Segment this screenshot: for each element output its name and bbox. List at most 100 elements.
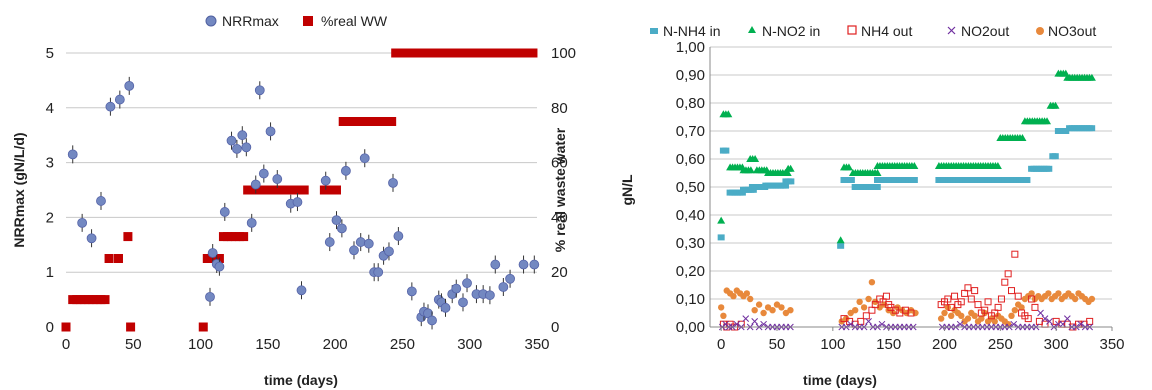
legend-label-real-ww: %real WW xyxy=(321,13,388,29)
legend-marker-real-ww xyxy=(303,16,313,26)
nh4-out-point xyxy=(971,287,979,295)
no2out-point xyxy=(1037,309,1044,317)
no2out-point xyxy=(847,320,855,328)
y-tick-label: 3 xyxy=(46,155,54,172)
nh4-out-point xyxy=(1011,250,1019,258)
no3out-point xyxy=(787,307,794,314)
nh4-out-point xyxy=(981,306,989,314)
legend-label-nrrmax: NRRmax xyxy=(222,13,279,29)
nh4-out-point xyxy=(882,292,890,300)
no3out-point xyxy=(991,318,998,325)
nrr-x-axis-label: time (days) xyxy=(264,372,338,388)
no3out-point xyxy=(1055,290,1062,297)
nrrmax-point xyxy=(349,245,359,256)
nitrogen-y-axis-label: gN/L xyxy=(619,174,635,206)
nh4-out-point xyxy=(994,303,1002,311)
nrrmax-point xyxy=(490,259,501,270)
x-tick-label: 350 xyxy=(524,336,549,353)
nh4-in-point xyxy=(847,177,855,183)
no2-in-point xyxy=(844,163,853,171)
nrr-y-axis-label: NRRmax (gN/L/d) xyxy=(11,132,27,247)
nrrmax-point xyxy=(258,168,269,179)
nrrmax-point xyxy=(384,246,394,257)
nitrogen-plot-area xyxy=(717,69,1096,331)
x-tick-label: 300 xyxy=(457,336,482,353)
x-tick-label: 350 xyxy=(1099,336,1124,353)
no2out-point xyxy=(878,320,886,328)
no3out-point xyxy=(1045,290,1052,297)
no2-in-point xyxy=(1051,101,1060,109)
no2-in-point xyxy=(1018,134,1027,141)
real-ww-point xyxy=(113,254,123,263)
no3out-point xyxy=(717,304,725,311)
no3out-point xyxy=(1011,307,1019,314)
nrrmax-point xyxy=(226,135,237,146)
no3out-point xyxy=(743,290,751,297)
no2out-point xyxy=(956,320,964,328)
y2-tick-label: 100 xyxy=(551,45,576,62)
y-tick-label: 5 xyxy=(46,45,54,62)
x-tick-label: 50 xyxy=(125,336,142,353)
no2out-point xyxy=(1041,315,1049,322)
nrrmax-point xyxy=(498,282,509,292)
no3out-point xyxy=(730,293,737,300)
x-tick-label: 250 xyxy=(988,336,1013,353)
x-tick-label: 0 xyxy=(717,336,725,353)
nh4-out-point xyxy=(1028,295,1036,303)
real-ww-point xyxy=(104,254,114,263)
no3out-point xyxy=(978,315,985,322)
no2out-point xyxy=(1010,320,1018,328)
y-tick-label: 0,10 xyxy=(676,291,705,308)
y-tick-label: 0,50 xyxy=(676,179,705,196)
y-tick-label: 0,80 xyxy=(676,95,705,112)
real-ww-point xyxy=(198,322,208,332)
no3out-point xyxy=(769,307,776,314)
no2-in-point xyxy=(783,169,792,176)
nrrmax-point xyxy=(272,174,283,184)
no3out-point xyxy=(964,315,972,322)
nh4-in-point xyxy=(717,234,725,241)
no3out-point xyxy=(751,307,758,314)
legend-marker-nrrmax xyxy=(205,15,217,27)
nrrmax-point xyxy=(458,297,468,308)
nrrmax-point xyxy=(529,259,540,270)
y-tick-label: 0,70 xyxy=(676,123,705,140)
nrrmax-point xyxy=(518,259,529,270)
y2-tick-label: 40 xyxy=(551,209,568,226)
nrrmax-point xyxy=(363,238,374,249)
no2-in-point xyxy=(1087,73,1096,81)
real-ww-point xyxy=(61,322,71,332)
no2-in-point xyxy=(873,169,882,176)
nh4-in-point xyxy=(1051,153,1059,160)
no3out-point xyxy=(971,312,978,319)
x-tick-label: 150 xyxy=(876,336,901,353)
nrr-legend: NRRmax %real WW xyxy=(205,13,388,29)
nh4-out-point xyxy=(1001,278,1009,286)
nitrogen-chart: 0,00 0,10 0,20 0,30 0,40 0,50 0,60 0,70 0,80 0,90… xyxy=(619,23,1125,388)
nh4-out-point xyxy=(871,301,879,309)
nrrmax-point xyxy=(505,273,515,284)
no2-in-point xyxy=(717,216,726,224)
nrrmax-point xyxy=(265,126,276,137)
no2-in-point xyxy=(910,162,919,169)
nrrmax-point xyxy=(232,143,242,154)
nrrmax-point xyxy=(341,165,351,176)
nh4-out-point xyxy=(907,309,915,317)
nitrogen-x-axis-label: time (days) xyxy=(803,372,877,388)
x-tick-label: 150 xyxy=(255,336,280,353)
legend-label-no2-in: N-NO2 in xyxy=(762,23,820,39)
nrrmax-point xyxy=(237,130,248,141)
nrrmax-point xyxy=(359,153,370,164)
nrrmax-point xyxy=(462,278,472,289)
nrrmax-point xyxy=(214,261,225,272)
nh4-out-point xyxy=(944,295,952,303)
nrrmax-point xyxy=(484,290,495,301)
no3out-point xyxy=(747,295,754,303)
nrrmax-point xyxy=(86,233,97,244)
no3out-point xyxy=(948,312,955,319)
no3out-point xyxy=(1071,295,1079,303)
x-tick-label: 300 xyxy=(1044,336,1069,353)
nrrmax-point xyxy=(320,175,331,186)
no2out-point xyxy=(1077,320,1085,328)
nh4-out-point xyxy=(1014,292,1022,300)
